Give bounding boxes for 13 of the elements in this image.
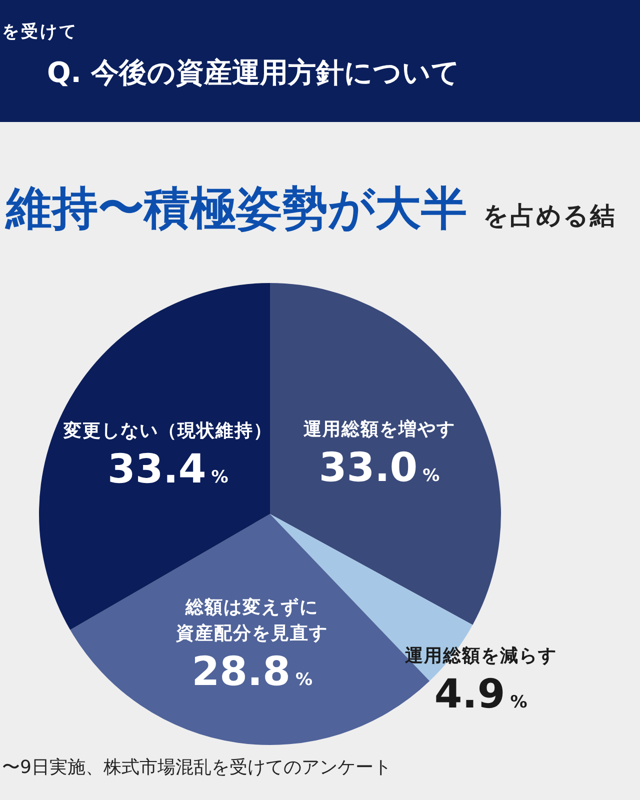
slice-label: 運用総額を増やす — [302, 418, 456, 440]
chart-subtitle: 維持〜積極姿勢が大半 — [6, 180, 467, 237]
text: を受けて — [2, 21, 78, 43]
data-label: 4.9% — [434, 672, 528, 718]
text: 〜9日実施、株式市場混乱を受けてのアンケート — [2, 756, 392, 779]
slice-label: 運用総額を減らす — [404, 646, 557, 667]
slice-label: 総額は変えずに資産配分を見直す — [175, 596, 328, 644]
data-label: 33.4% — [108, 446, 228, 493]
chart-title: Q. 今後の資産運用方針について — [47, 55, 460, 91]
text: を占める結 — [483, 200, 616, 232]
slice-label: 変更しない（現状維持） — [62, 420, 272, 442]
data-label: 33.0% — [318, 445, 440, 492]
data-label: 28.8% — [192, 648, 312, 695]
